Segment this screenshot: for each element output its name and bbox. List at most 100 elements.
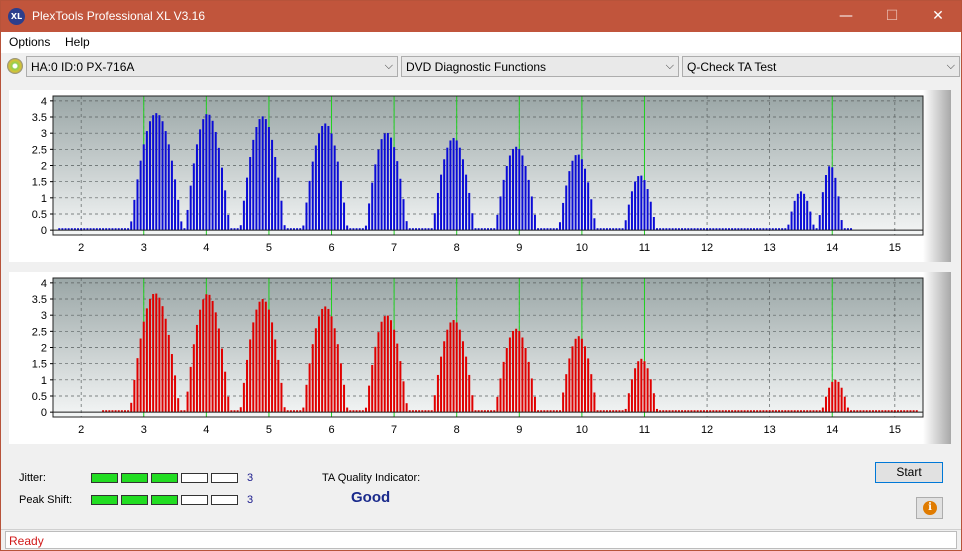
bar — [164, 318, 167, 413]
bar — [818, 410, 821, 413]
bar — [449, 140, 452, 231]
bar — [127, 410, 130, 413]
info-button[interactable]: i — [916, 497, 943, 519]
bar — [821, 407, 824, 413]
minimize-button[interactable]: — — [839, 8, 853, 24]
bar — [415, 228, 418, 231]
bar — [440, 356, 443, 413]
bar — [246, 359, 249, 413]
bar — [499, 378, 502, 413]
bar — [790, 410, 793, 413]
bar — [843, 396, 846, 413]
close-button[interactable]: ✕ — [932, 8, 944, 24]
x-tick-label: 9 — [516, 424, 522, 436]
bar — [743, 228, 746, 231]
bar — [274, 157, 277, 231]
bar — [615, 228, 618, 231]
start-button[interactable]: Start — [875, 462, 943, 483]
bar — [762, 410, 765, 413]
x-tick-label: 11 — [639, 242, 650, 254]
bar — [868, 410, 871, 413]
y-tick-label: 3 — [41, 128, 47, 140]
bar — [283, 225, 286, 231]
bar — [73, 228, 76, 231]
bar — [837, 196, 840, 231]
bar — [430, 228, 433, 231]
bar — [174, 375, 177, 413]
bar — [405, 403, 408, 413]
menu-help[interactable]: Help — [65, 35, 90, 49]
drive-select-value: HA:0 ID:0 PX-716A — [31, 60, 135, 74]
bar — [796, 410, 799, 413]
bar — [596, 228, 599, 231]
x-tick-label: 3 — [141, 424, 147, 436]
bar — [840, 387, 843, 413]
x-tick-label: 4 — [203, 242, 209, 254]
bar — [803, 193, 806, 231]
bar — [824, 175, 827, 231]
bar — [768, 410, 771, 413]
drive-select[interactable]: HA:0 ID:0 PX-716A ⌵ — [26, 56, 398, 77]
bar — [321, 308, 324, 413]
y-tick-label: 0 — [41, 407, 47, 419]
bar — [530, 378, 533, 413]
x-tick-label: 14 — [826, 424, 838, 436]
bar — [105, 410, 108, 413]
maximize-button[interactable]: ☐ — [885, 8, 899, 24]
bar — [759, 228, 762, 231]
bar — [815, 410, 818, 413]
bar — [67, 228, 70, 231]
bar — [355, 228, 358, 231]
test-select[interactable]: Q-Check TA Test ⌵ — [682, 56, 960, 77]
bar — [799, 191, 802, 231]
bar — [477, 410, 480, 413]
bar — [271, 139, 274, 231]
bar — [98, 228, 101, 231]
x-tick-label: 10 — [576, 424, 588, 436]
bar — [389, 320, 392, 413]
bar — [443, 159, 446, 231]
bar — [158, 115, 161, 231]
y-tick-label: 2.5 — [32, 326, 47, 338]
y-tick-label: 2 — [41, 161, 47, 173]
bar — [108, 410, 111, 413]
bar — [233, 228, 236, 231]
bar — [308, 180, 311, 231]
bar — [393, 329, 396, 413]
bar — [177, 199, 180, 231]
bar — [261, 299, 264, 413]
bar — [652, 393, 655, 413]
bar — [834, 177, 837, 231]
bar — [314, 328, 317, 413]
bar — [646, 368, 649, 413]
bar — [102, 410, 105, 413]
bar — [555, 410, 558, 413]
bar — [640, 175, 643, 231]
bar — [314, 145, 317, 231]
bar — [793, 410, 796, 413]
bar — [508, 337, 511, 413]
bar — [634, 181, 637, 231]
bar — [599, 228, 602, 231]
bar — [562, 392, 565, 413]
bar — [878, 410, 881, 413]
bar — [236, 228, 239, 231]
bar — [718, 410, 721, 413]
bar — [859, 410, 862, 413]
bar — [142, 144, 145, 231]
y-tick-label: 4 — [41, 278, 47, 290]
x-tick-label: 15 — [889, 242, 901, 254]
function-select[interactable]: DVD Diagnostic Functions ⌵ — [401, 56, 679, 77]
bar — [427, 410, 430, 413]
bar — [130, 402, 133, 413]
bar — [139, 338, 142, 413]
bar — [490, 228, 493, 231]
bar — [402, 199, 405, 231]
menu-options[interactable]: Options — [9, 35, 51, 49]
bar — [461, 159, 464, 231]
bar — [615, 410, 618, 413]
bar — [706, 228, 709, 231]
bar — [515, 328, 518, 413]
bar — [712, 410, 715, 413]
bar — [668, 228, 671, 231]
